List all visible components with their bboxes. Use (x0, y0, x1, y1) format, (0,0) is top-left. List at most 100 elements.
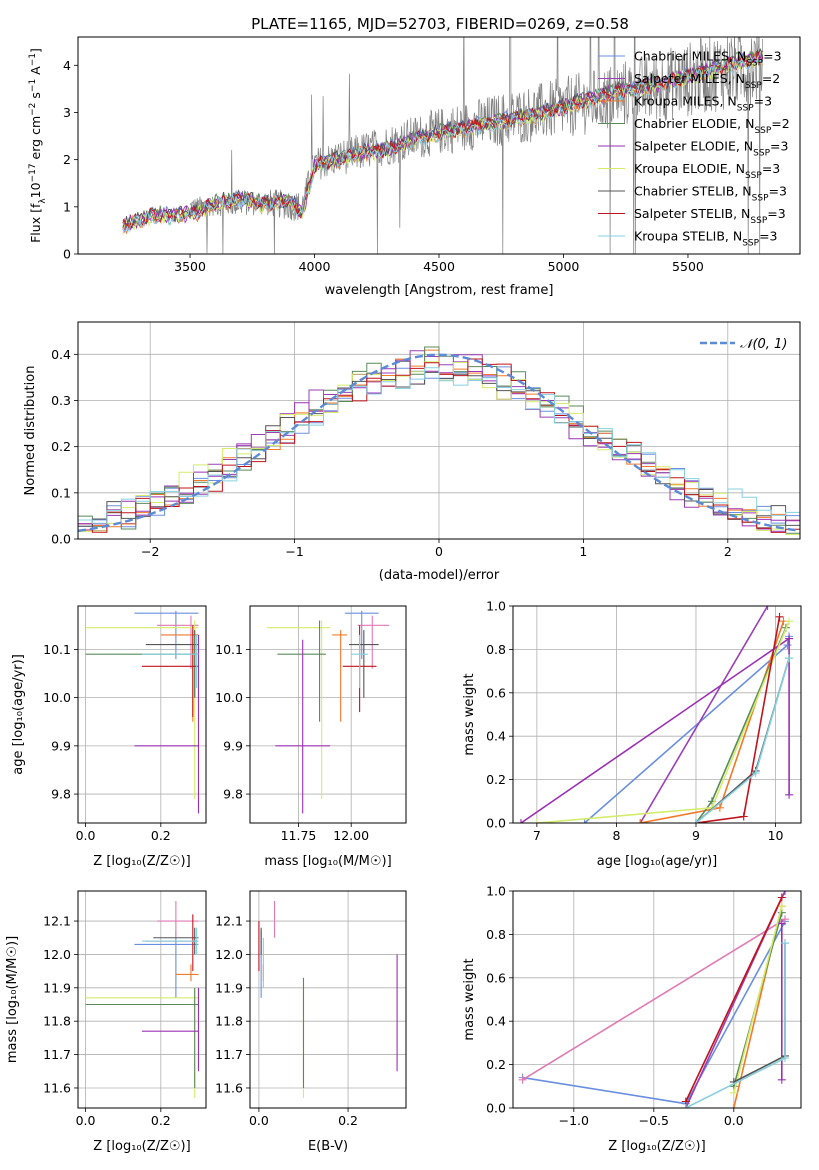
mass-weight-marker (751, 769, 760, 778)
x-tick-label: 1 (579, 544, 587, 559)
y-tick-label: 0.2 (486, 772, 506, 787)
mass-weight-line (584, 636, 790, 823)
mass-weight-marker (739, 812, 748, 821)
y-tick-label: 0.2 (51, 439, 71, 454)
x-axis-label: mass [log₁₀(M/M☉)] (264, 854, 391, 869)
y-axis-label: mass [log₁₀(M/M☉)] (5, 936, 20, 1063)
mass-weight-marker (777, 893, 786, 902)
mass-weight-line (733, 906, 783, 1093)
mass-weight-marker (775, 612, 784, 621)
model-spectrum-line (122, 54, 763, 234)
y-tick-label: 12.1 (215, 914, 243, 929)
y-tick-label: 10.1 (215, 642, 243, 657)
y-tick-label: 11.6 (43, 1080, 71, 1095)
mass-weight-marker (785, 790, 794, 799)
mass-weight-line (639, 606, 769, 823)
mass_vs_Z-points (85, 901, 200, 1098)
age_vs_mass-points (266, 610, 390, 814)
y-tick-label: 0.0 (486, 816, 506, 831)
y-tick-label: 10.0 (43, 690, 71, 705)
mass_vs_ebv-frame (249, 890, 407, 1109)
weight_vs_Z-frame (512, 890, 802, 1109)
x-tick-label: −0.5 (639, 1113, 669, 1128)
y-tick-label: 11.9 (43, 980, 71, 995)
mass-weight-line (522, 918, 786, 1081)
x-tick-label: 7 (533, 828, 541, 843)
x-axis-label: wavelength [Angstrom, rest frame] (325, 283, 554, 298)
y-tick-label: 11.9 (215, 980, 243, 995)
mass-weight-marker (781, 915, 789, 924)
x-axis-label: (data-model)/error (379, 568, 500, 583)
y-tick-label: 12.0 (215, 947, 243, 962)
mass-weight-line (685, 943, 786, 1108)
weight_vs_Z-lines (518, 891, 789, 1108)
x-axis-label: E(B-V) (308, 1139, 348, 1154)
y-tick-label: 9.8 (223, 787, 243, 802)
mass-weight-marker (777, 1075, 786, 1084)
age_vs_Z-axes: 0.0 0.2 9.8 9.9 10.0 10.1 (43, 606, 206, 843)
y-tick-label: 0.2 (486, 1057, 506, 1072)
y-axis-label: Normed distribution (23, 366, 38, 496)
legend-label: Chabrier ELODIE, NSSP=2 (634, 116, 790, 136)
mass-weight-marker (715, 803, 724, 812)
mass-weight-marker (783, 641, 792, 650)
x-tick-label: −1 (285, 544, 303, 559)
y-axis-label: age [log₁₀(age/yr)] (11, 654, 26, 775)
mass-weight-marker (580, 819, 589, 823)
x-axis-label: age [log₁₀(age/yr)] (597, 854, 718, 869)
y-tick-label: 0.6 (486, 685, 506, 700)
mass-weight-marker (729, 1088, 738, 1097)
y-axis-label: mass weight (462, 673, 477, 755)
mass-weight-marker (777, 919, 786, 928)
x-tick-label: 0.2 (151, 1113, 171, 1128)
mass-weight-marker (777, 902, 786, 911)
y-tick-label: 0.8 (486, 642, 506, 657)
y-tick-label: 1.0 (486, 599, 506, 614)
x-tick-label: 4000 (299, 259, 331, 274)
y-tick-label: 0.4 (486, 1014, 506, 1029)
y-tick-label: 0.4 (51, 347, 71, 362)
legend-label: Salpeter MILES, NSSP=2 (634, 71, 780, 91)
mass_vs_Z-axes: 0.0 0.2 11.6 11.7 11.8 11.9 12.0 12.1 (43, 891, 206, 1128)
x-tick-label: 3500 (174, 259, 206, 274)
y-tick-label: 11.8 (215, 1014, 243, 1029)
y-tick-label: 10.0 (215, 690, 243, 705)
gaussian-legend-label: 𝒩(0, 1) (740, 337, 787, 352)
legend-label: Chabrier MILES, NSSP=3 (634, 49, 782, 69)
mass-weight-line (640, 620, 785, 823)
x-tick-label: 0.0 (76, 828, 96, 843)
figure-title: PLATE=1165, MJD=52703, FIBERID=0269, z=0… (251, 15, 629, 33)
y-tick-label: 0 (63, 247, 71, 262)
y-tick-label: 9.8 (51, 787, 71, 802)
mass-weight-marker (691, 819, 700, 823)
gaussian-curve (78, 353, 800, 533)
x-tick-label: 0 (435, 544, 443, 559)
mass-weight-marker (785, 617, 794, 626)
x-tick-label: 11.75 (281, 828, 317, 843)
residual-histograms (78, 346, 800, 537)
mass-weight-line (695, 616, 781, 823)
y-tick-label: 10.1 (43, 642, 71, 657)
age_vs_Z-points (85, 610, 200, 814)
y-tick-label: 1.0 (486, 884, 506, 899)
mass-weight-line (520, 636, 790, 823)
mass_vs_Z-frame (77, 890, 207, 1109)
y-axis-label: Flux [fλ10−17 erg cm−2 s−1 A−1] (28, 48, 48, 243)
mass-weight-line (685, 897, 783, 1102)
y-tick-label: 0.4 (486, 729, 506, 744)
legend-label: Chabrier STELIB, NSSP=3 (634, 184, 787, 204)
y-tick-label: 12.1 (43, 914, 71, 929)
y-tick-label: 11.7 (215, 1047, 243, 1062)
mass-weight-marker (781, 891, 789, 895)
residuals-axes: −2 −1 0 1 2 0.0 0.1 0.2 0.3 0.4 (51, 322, 800, 559)
y-tick-label: 0.6 (486, 970, 506, 985)
mass-weight-marker (681, 1104, 690, 1108)
x-tick-label: 9 (692, 828, 700, 843)
x-tick-label: 12.00 (333, 828, 369, 843)
weight_vs_age-lines (516, 606, 794, 823)
y-tick-label: 11.6 (215, 1080, 243, 1095)
y-tick-label: 9.9 (223, 738, 243, 753)
y-tick-label: 0.0 (486, 1101, 506, 1116)
